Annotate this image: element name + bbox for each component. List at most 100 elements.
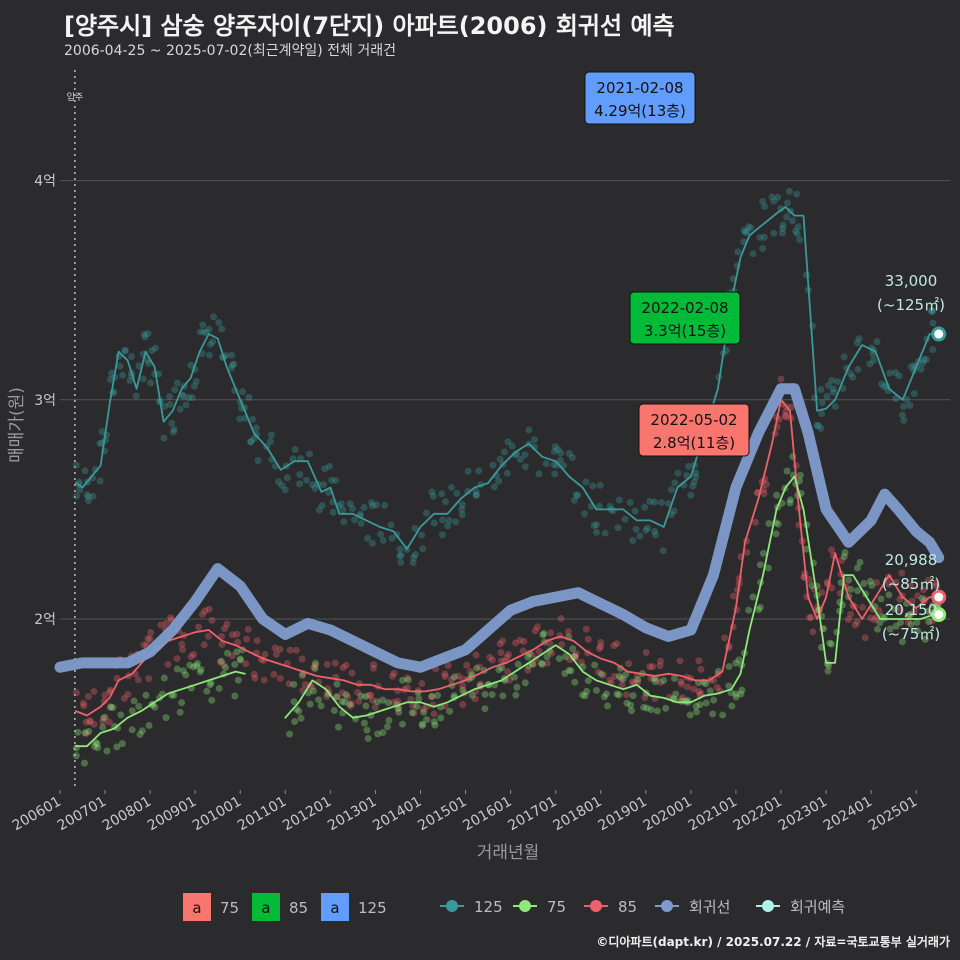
transaction-dot <box>537 659 545 667</box>
x-tick-label: 201001 <box>190 794 244 835</box>
transaction-dot <box>496 455 504 463</box>
transaction-dot <box>759 245 767 253</box>
transaction-dot <box>481 690 489 698</box>
transaction-dot <box>486 653 494 661</box>
transaction-dot <box>826 639 834 647</box>
transaction-dot <box>805 575 813 583</box>
transaction-dot <box>441 670 449 678</box>
transaction-dot <box>551 470 559 478</box>
transaction-dot <box>696 701 704 709</box>
transaction-dot <box>670 507 678 515</box>
transaction-dot <box>613 690 621 698</box>
transaction-dot <box>105 718 113 726</box>
transaction-dot <box>779 221 787 229</box>
transaction-dot <box>895 372 903 380</box>
transaction-dot <box>278 481 286 489</box>
transaction-dot <box>866 360 874 368</box>
transaction-dot <box>892 395 900 403</box>
transaction-dot <box>641 503 649 511</box>
transaction-dot <box>221 625 229 633</box>
transaction-dot <box>878 380 886 388</box>
transaction-dot <box>873 338 881 346</box>
transaction-dot <box>339 506 347 514</box>
transaction-dot <box>458 511 466 519</box>
transaction-dot <box>215 319 223 327</box>
transaction-dot <box>519 647 527 655</box>
legend-label: 회귀선 <box>689 898 730 916</box>
transaction-dot <box>595 502 603 510</box>
transaction-dot <box>614 524 622 532</box>
x-axis-title: 거래년월 <box>477 843 540 863</box>
transaction-dot <box>499 692 507 700</box>
transaction-dot <box>841 548 849 556</box>
end-value-label: 33,000 <box>885 272 938 290</box>
end-point-marker <box>931 326 947 342</box>
transaction-dot <box>473 664 481 672</box>
transaction-dot <box>550 461 558 469</box>
legend-swatch-letter: a <box>192 899 201 917</box>
transaction-dot <box>725 682 733 690</box>
transaction-dot <box>642 526 650 534</box>
transaction-dot <box>368 539 376 547</box>
transaction-dot <box>250 670 258 678</box>
x-tick-label: 201601 <box>460 794 514 835</box>
x-tick-label: 201901 <box>596 794 650 835</box>
transaction-dot <box>296 471 304 479</box>
transaction-dot <box>90 687 98 695</box>
transaction-dot <box>142 691 150 699</box>
end-value-label: 20,150 <box>885 601 938 619</box>
transaction-dot <box>96 477 104 485</box>
transaction-dot <box>100 714 108 722</box>
transaction-dot <box>785 187 793 195</box>
transaction-dot <box>749 593 757 601</box>
transaction-dot <box>626 498 634 506</box>
transaction-dot <box>773 491 781 499</box>
transaction-dot <box>506 676 514 684</box>
transaction-dot <box>914 627 922 635</box>
transaction-dot <box>618 681 626 689</box>
transaction-dot <box>86 718 94 726</box>
transaction-dot <box>340 518 348 526</box>
transaction-dot <box>854 587 862 595</box>
transaction-dot <box>409 559 417 567</box>
transaction-dot <box>311 484 319 492</box>
transaction-dot <box>606 676 614 684</box>
transaction-dot <box>925 618 933 626</box>
end-point-marker <box>931 589 947 605</box>
transaction-dot <box>230 360 238 368</box>
legend-label: 75 <box>547 898 566 916</box>
transaction-dot <box>684 683 692 691</box>
transaction-dot <box>234 638 242 646</box>
transaction-dot <box>84 497 92 505</box>
transaction-dot <box>103 747 111 755</box>
transaction-dot <box>283 474 291 482</box>
transaction-dot <box>389 698 397 706</box>
transaction-dot <box>113 743 121 751</box>
transaction-dot <box>689 482 697 490</box>
transaction-dot <box>687 491 695 499</box>
transaction-dot <box>145 359 153 367</box>
transaction-dot <box>86 717 94 725</box>
transaction-dot <box>190 651 198 659</box>
transaction-dot <box>332 477 340 485</box>
transaction-dot <box>922 356 930 364</box>
transaction-dot <box>365 691 373 699</box>
transaction-dot <box>721 634 729 642</box>
transaction-dot <box>792 462 800 470</box>
transaction-dot <box>155 370 163 378</box>
transaction-dot <box>441 498 449 506</box>
transaction-dot <box>904 618 912 626</box>
transaction-dot <box>396 545 404 553</box>
transaction-dot <box>132 392 140 400</box>
transaction-dot <box>561 669 569 677</box>
series-line-회귀선 <box>54 383 945 673</box>
x-tick-label: 202301 <box>776 794 830 835</box>
transaction-dot <box>459 686 467 694</box>
transaction-dot <box>582 625 590 633</box>
transaction-dot <box>834 377 842 385</box>
transaction-dot <box>869 357 877 365</box>
transaction-dot <box>643 704 651 712</box>
transaction-dot <box>236 415 244 423</box>
transaction-dot <box>854 365 862 373</box>
transaction-dot <box>818 588 826 596</box>
